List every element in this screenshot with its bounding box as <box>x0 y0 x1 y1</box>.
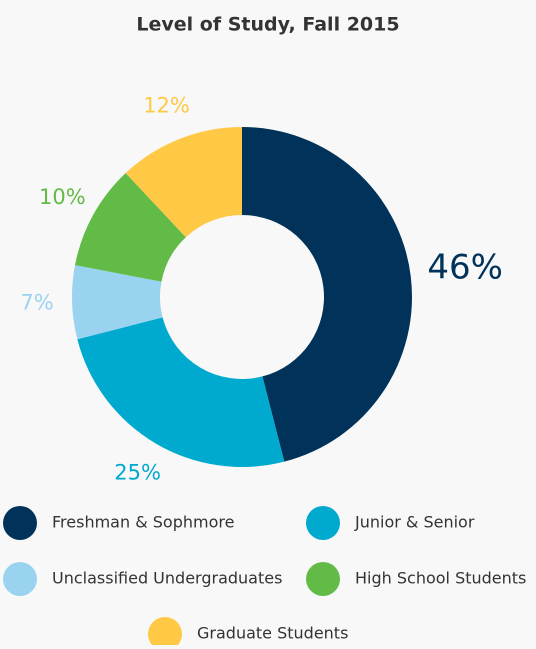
donut-segment <box>71 265 163 340</box>
legend-swatch <box>306 562 340 596</box>
donut-segment <box>77 317 285 467</box>
legend-swatch <box>306 506 340 540</box>
legend-swatch <box>3 506 37 540</box>
donut-segment <box>125 127 242 238</box>
data-label: 12% <box>143 93 190 117</box>
data-label: 10% <box>39 185 86 209</box>
data-label: 25% <box>114 460 161 484</box>
data-label: 7% <box>20 290 53 314</box>
legend-label: High School Students <box>355 569 526 588</box>
legend-label: Freshman & Sophmore <box>52 513 234 532</box>
chart-title: Level of Study, Fall 2015 <box>136 14 399 36</box>
legend-label: Unclassified Undergraduates <box>52 569 282 588</box>
data-label: 46% <box>427 247 503 287</box>
legend-label: Graduate Students <box>197 624 348 643</box>
legend-swatch <box>3 562 37 596</box>
legend-label: Junior & Senior <box>354 513 475 532</box>
legend-swatch <box>148 617 182 649</box>
donut-segment <box>242 127 413 462</box>
donut-segment <box>75 173 186 282</box>
